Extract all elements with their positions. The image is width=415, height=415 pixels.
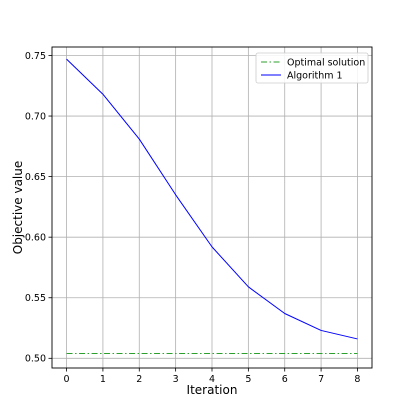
axis-ticks: 0 1 2 3 4 5 6 7 8 0.50 0.55 0.60 0.65 0.70 0.75 (25, 51, 361, 385)
data-point-optimal-solution (65, 352, 67, 354)
data-point-algorithm-1 (102, 93, 104, 95)
legend-label-algorithm-1: Algorithm 1 (287, 70, 343, 81)
data-point-optimal-solution (102, 352, 104, 354)
legend-label-optimal-solution: Optimal solution (287, 57, 365, 68)
y-tick-label: 0.65 (25, 172, 46, 183)
x-tick-label: 6 (282, 374, 288, 385)
data-point-algorithm-1 (284, 312, 286, 314)
data-point-optimal-solution (320, 352, 322, 354)
data-point-algorithm-1 (65, 58, 67, 60)
y-tick-label: 0.50 (25, 354, 46, 365)
data-point-algorithm-1 (356, 338, 358, 340)
x-tick-label: 4 (209, 374, 215, 385)
series-line-algorithm-1 (66, 58, 358, 340)
data-point-algorithm-1 (247, 286, 249, 288)
data-point-algorithm-1 (138, 138, 140, 140)
x-tick-label: 2 (136, 374, 142, 385)
data-point-optimal-solution (284, 352, 286, 354)
data-point-optimal-solution (174, 352, 176, 354)
data-point-algorithm-1 (320, 329, 322, 331)
data-series (65, 58, 358, 354)
legend: Optimal solution Algorithm 1 (255, 52, 369, 84)
data-point-optimal-solution (356, 352, 358, 354)
x-tick-label: 3 (173, 374, 179, 385)
x-tick-label: 1 (100, 374, 106, 385)
x-tick-label: 5 (245, 374, 251, 385)
data-point-optimal-solution (247, 352, 249, 354)
x-tick-label: 0 (64, 374, 70, 385)
legend-box (255, 52, 369, 84)
data-point-algorithm-1 (211, 246, 213, 248)
data-point-optimal-solution (138, 352, 140, 354)
data-point-optimal-solution (211, 352, 213, 354)
grid-lines (52, 47, 372, 368)
x-tick-label: 7 (318, 374, 324, 385)
x-axis-title: Iteration (187, 383, 238, 397)
y-tick-label: 0.70 (25, 111, 46, 122)
y-tick-label: 0.75 (25, 51, 46, 62)
data-point-algorithm-1 (174, 194, 176, 196)
y-tick-label: 0.60 (25, 233, 46, 244)
y-tick-label: 0.55 (25, 293, 46, 304)
x-tick-label: 8 (354, 374, 360, 385)
y-axis-title: Objective value (11, 161, 25, 255)
